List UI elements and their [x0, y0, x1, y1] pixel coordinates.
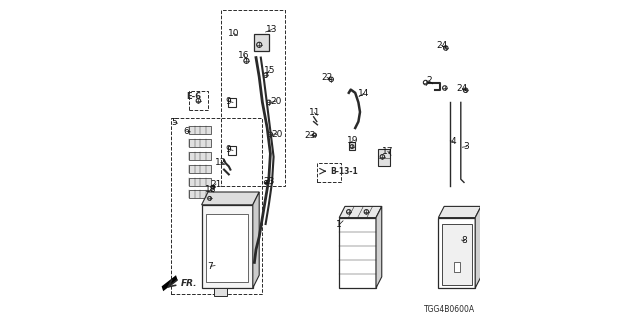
Polygon shape: [161, 275, 178, 291]
Text: 1: 1: [337, 220, 342, 229]
Polygon shape: [202, 192, 259, 205]
Bar: [349, 142, 355, 150]
Bar: [189, 91, 208, 110]
Bar: [317, 163, 341, 182]
Bar: [442, 224, 472, 285]
Bar: [378, 149, 390, 166]
Bar: [438, 218, 475, 288]
Text: 20: 20: [270, 97, 282, 106]
Text: 8: 8: [462, 236, 467, 245]
Text: 12: 12: [215, 158, 227, 167]
Bar: [189, 126, 211, 134]
Text: 15: 15: [264, 66, 275, 75]
Bar: [339, 218, 376, 288]
Text: 24: 24: [457, 84, 468, 93]
Polygon shape: [475, 206, 481, 288]
Text: B-13-1: B-13-1: [331, 167, 358, 176]
Text: TGG4B0600A: TGG4B0600A: [424, 305, 475, 314]
Bar: [221, 10, 285, 186]
Polygon shape: [339, 206, 381, 218]
Bar: [189, 152, 211, 160]
Text: 20: 20: [271, 130, 282, 139]
Text: 23: 23: [304, 131, 316, 140]
Text: 21: 21: [211, 180, 221, 188]
Bar: [206, 214, 248, 282]
Text: 3: 3: [464, 142, 469, 151]
Text: 11: 11: [308, 108, 320, 117]
Text: 14: 14: [358, 89, 369, 98]
Text: 4: 4: [451, 137, 456, 146]
Text: 9: 9: [225, 97, 231, 106]
Text: 16: 16: [238, 51, 250, 60]
Text: 18: 18: [205, 185, 216, 194]
Text: 7: 7: [208, 262, 213, 271]
Polygon shape: [376, 206, 381, 288]
Bar: [189, 178, 211, 186]
Polygon shape: [253, 192, 259, 288]
Bar: [454, 262, 460, 272]
Bar: [228, 98, 236, 107]
Text: 22: 22: [321, 73, 333, 82]
Text: 23: 23: [264, 177, 275, 186]
Text: 10: 10: [228, 29, 239, 38]
Text: 2: 2: [426, 76, 431, 85]
Text: 9: 9: [225, 145, 231, 154]
Text: 13: 13: [266, 25, 278, 34]
Bar: [189, 139, 211, 147]
Bar: [172, 118, 262, 294]
Text: 17: 17: [382, 147, 394, 156]
Bar: [202, 205, 253, 288]
Text: 19: 19: [347, 136, 358, 145]
Bar: [228, 146, 236, 155]
Text: FR.: FR.: [181, 279, 197, 288]
Text: E-6: E-6: [187, 92, 202, 100]
Polygon shape: [438, 206, 481, 218]
Bar: [214, 288, 227, 296]
Bar: [189, 165, 211, 173]
Text: 24: 24: [436, 41, 447, 50]
Text: 6: 6: [184, 127, 189, 136]
Text: 5: 5: [171, 118, 177, 127]
Bar: [189, 190, 211, 198]
Bar: [254, 34, 269, 51]
